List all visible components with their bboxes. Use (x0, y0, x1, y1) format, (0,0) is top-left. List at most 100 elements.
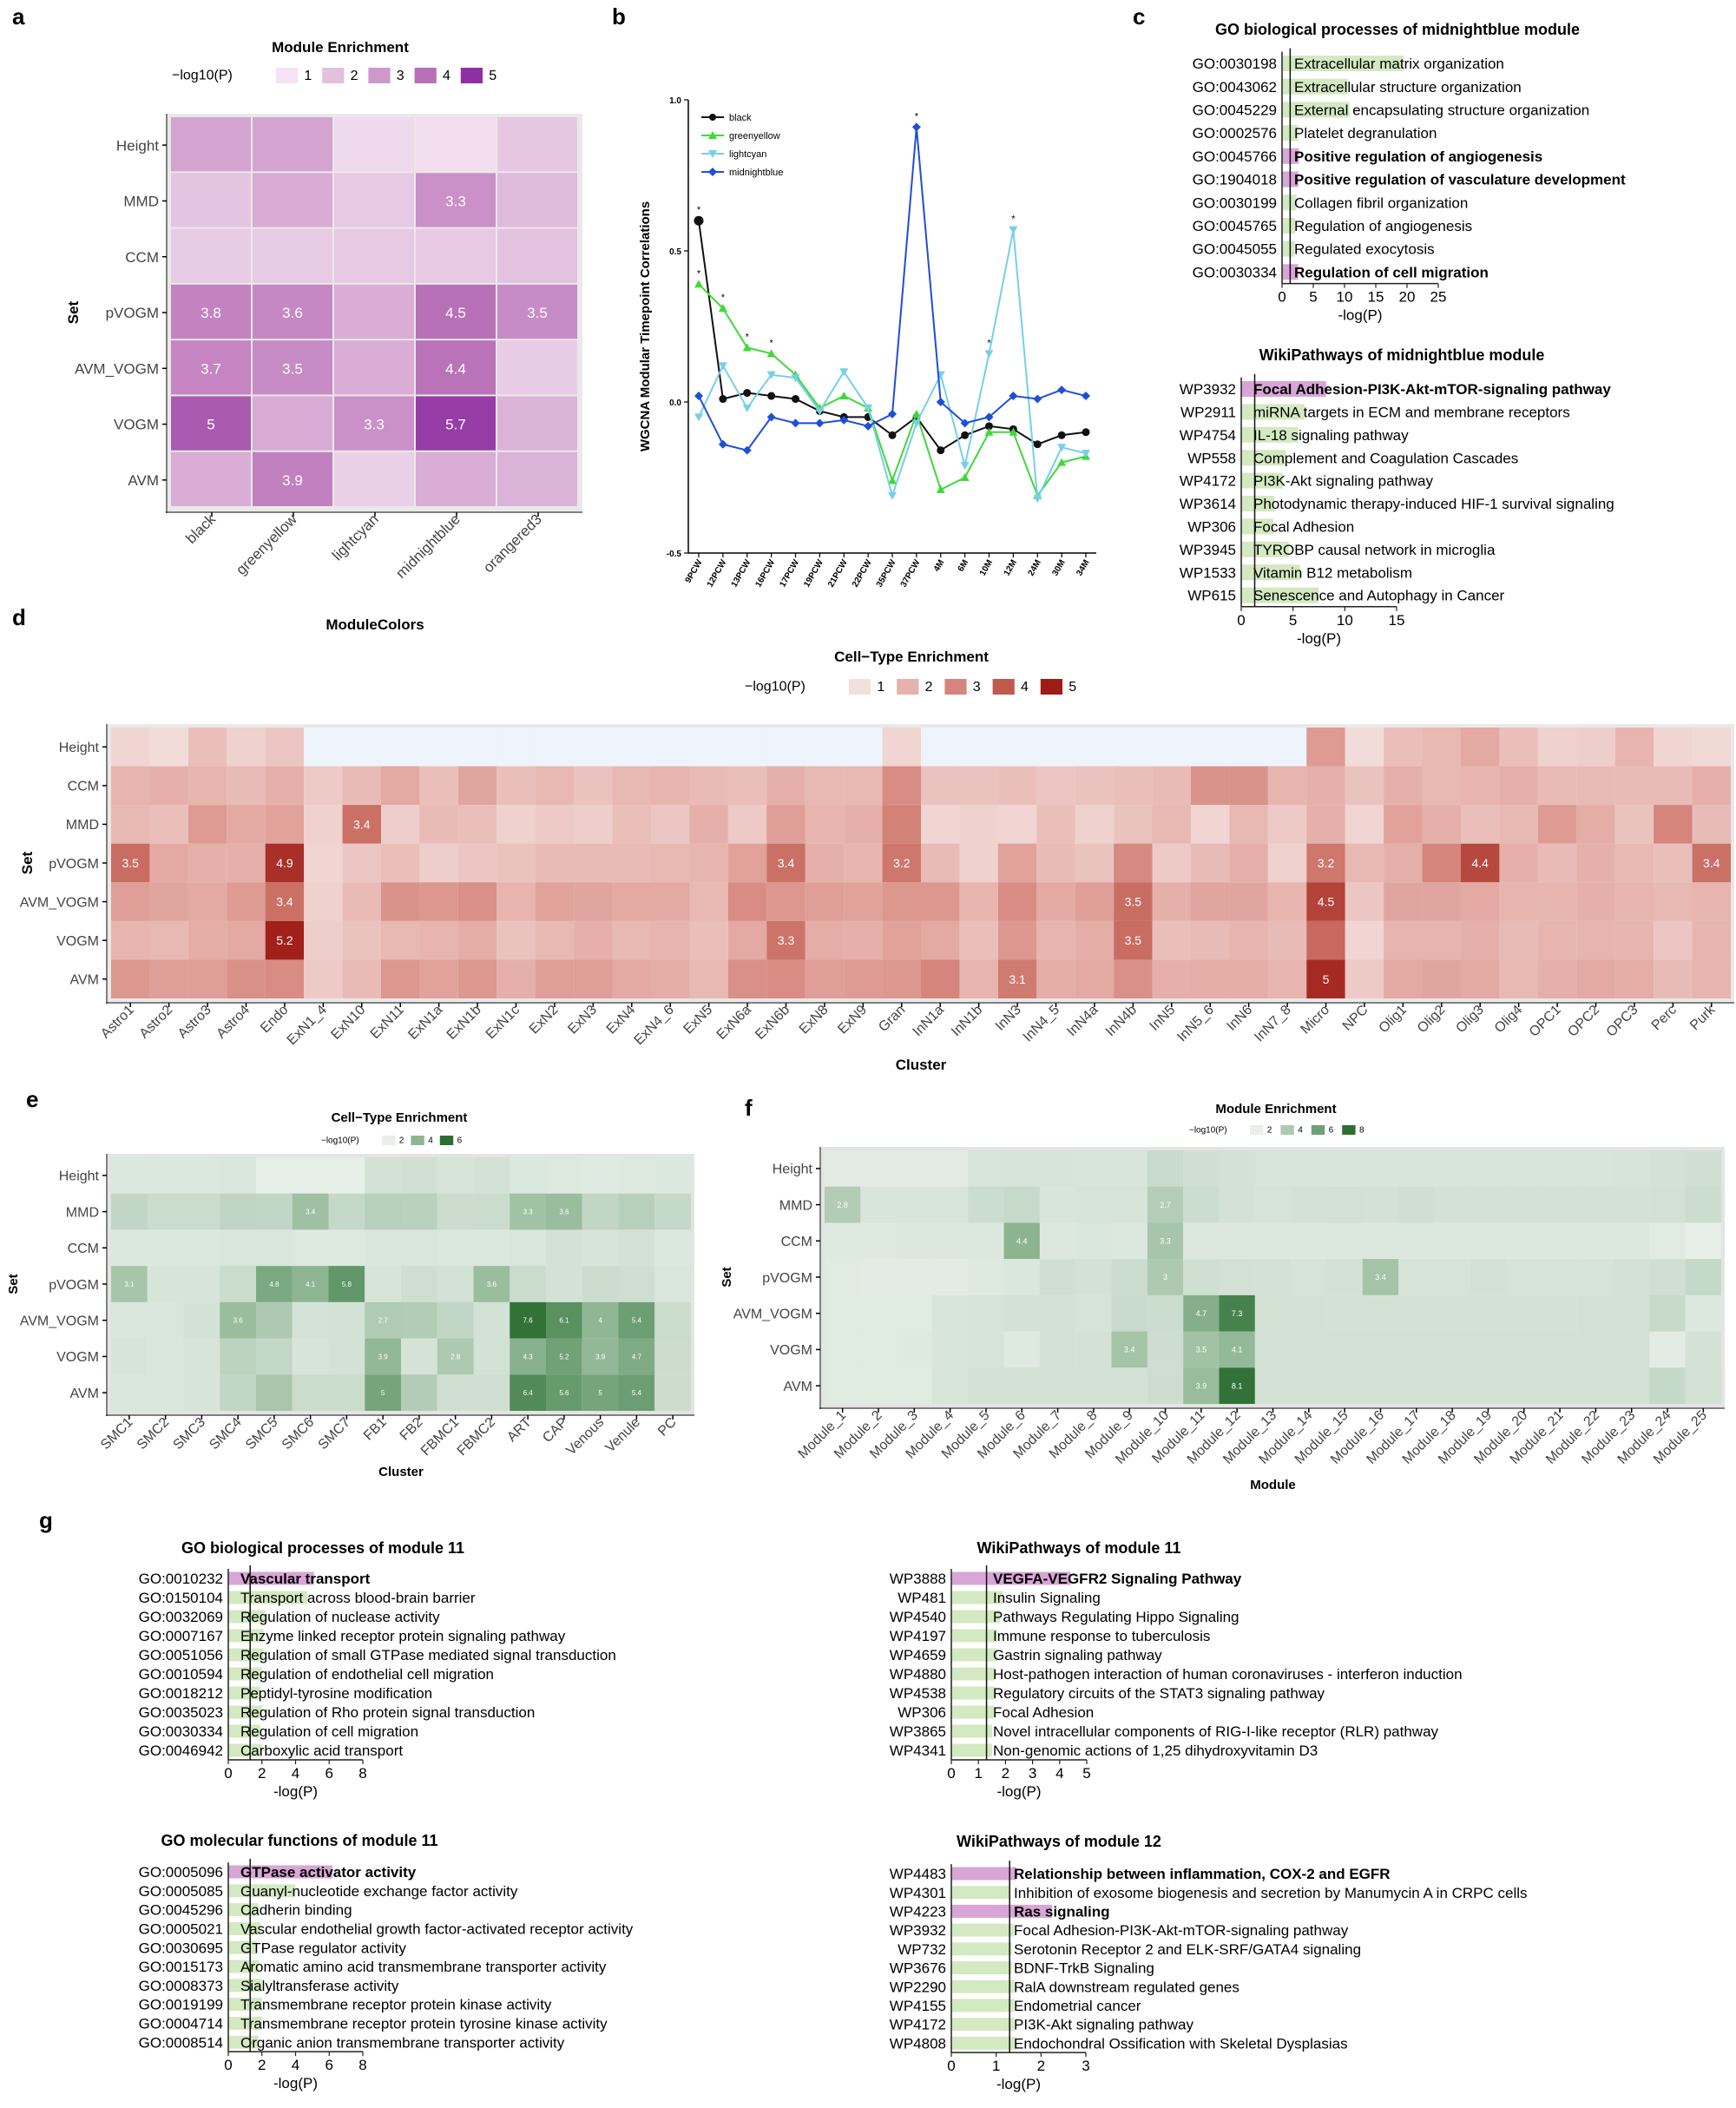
panel-letter-g: g (39, 1507, 53, 1533)
heatmap-d-cell (342, 920, 381, 960)
x-tick-label: InN5_6 (1174, 1003, 1217, 1045)
term-bar (228, 2016, 262, 2030)
term-id-label: WP2290 (890, 1979, 946, 1995)
heatmap-d-cell (1152, 805, 1191, 844)
heatmap-a-value-label: 3.9 (282, 472, 303, 489)
heatmap-d-cell (457, 882, 497, 921)
term-bar (951, 1667, 995, 1681)
heatmap-f-cell (1075, 1186, 1112, 1223)
heatmap-d-cell (342, 728, 381, 767)
x-tick-label: ExN10 (328, 1003, 368, 1043)
heatmap-d-cell (1229, 766, 1268, 806)
x-tick-label: ExN11 (368, 1003, 407, 1042)
heatmap-d-cell (1654, 882, 1693, 921)
x-tick-label: InN3 (993, 1003, 1024, 1034)
heatmap-e-cell (437, 1193, 474, 1230)
term-description-label: Platelet degranulation (1294, 125, 1437, 142)
heatmap-f-cell (1649, 1367, 1686, 1404)
heatmap-a-value-label: 5.7 (445, 417, 466, 433)
x-tick-label: 24M (1027, 558, 1043, 577)
term-id-label: GO:0150104 (139, 1590, 223, 1606)
heatmap-d-cell (1654, 920, 1693, 960)
heatmap-a-cell (253, 451, 332, 506)
heatmap-d-cell (1614, 843, 1654, 883)
heatmap-f-cell (1291, 1367, 1327, 1404)
heatmap-f-cell (1326, 1367, 1363, 1404)
heatmap-d-cell (1267, 805, 1307, 844)
y-tick-label: CCM (68, 1242, 99, 1256)
heatmap-d-cell (612, 728, 651, 767)
heatmap-f-cell (896, 1367, 932, 1404)
heatmap-f-cell (1291, 1186, 1327, 1223)
heatmap-f-cell (1614, 1150, 1650, 1187)
heatmap-e-cell (437, 1374, 474, 1411)
heatmap-d-cell (342, 882, 381, 921)
x-tick-label: 0 (947, 2058, 955, 2074)
heatmap-d-cell (1345, 728, 1384, 767)
panel-a-module-enrichment-heatmap: 3.3 3.8 3.6 4.5 3.5 3.7 3.5 4.4 5 3.3 5.7 3.9 Height… (65, 39, 582, 633)
heatmap-d-cell (1384, 920, 1423, 960)
term-id-label: WP3676 (890, 1960, 946, 1977)
term-id-label: GO:0010594 (139, 1666, 223, 1683)
term-bar (228, 2035, 259, 2049)
heatmap-e-value-label: 3.6 (233, 1317, 244, 1325)
heatmap-d-cell (727, 805, 767, 844)
heatmap-d-cell (265, 766, 305, 806)
legend-swatch (368, 68, 391, 83)
marker-midnightblue (864, 421, 873, 431)
significance-mark: * (746, 332, 750, 342)
heatmap-f-cell (1219, 1367, 1255, 1404)
heatmap-e-cell (292, 1193, 329, 1230)
heatmap-e-cell (147, 1338, 184, 1375)
heatmap-e-cell (510, 1229, 546, 1267)
marker-lightcyan (888, 491, 897, 500)
heatmap-f-cell (1649, 1331, 1686, 1368)
heatmap-d-cell (1075, 805, 1115, 844)
term-id-label: WP1533 (1180, 564, 1236, 581)
heatmap-f-cell (896, 1294, 932, 1332)
heatmap-d-cell (1422, 843, 1461, 883)
heatmap-f-cell (1183, 1331, 1220, 1368)
x-tick-label: ExN1_4 (285, 1003, 330, 1048)
panel-c-wikipathways-midnightblue: WikiPathways of midnightblue module WP393… (1180, 346, 1614, 647)
heatmap-d-cell (1345, 805, 1384, 844)
legend-swatch (411, 1136, 424, 1145)
heatmap-e-value-label: 5.2 (559, 1353, 569, 1360)
heatmap-d-value-label: 3.2 (1318, 856, 1335, 870)
heatmap-f-cell (825, 1259, 861, 1295)
heatmap-d-cell (1614, 920, 1654, 960)
y-tick-label: AVM (784, 1380, 812, 1394)
heatmap-e-cell (510, 1301, 546, 1339)
heatmap-f-cell (825, 1150, 861, 1187)
term-description-label: Regulation of endothelial cell migration (240, 1666, 494, 1683)
panel-g-go-bp-module11: GO biological processes of module 11 GO:0… (139, 1539, 616, 1800)
term-description-label: Endochondral Ossification with Skeletal … (1014, 2035, 1348, 2052)
heatmap-e-cell (365, 1229, 401, 1267)
marker-black (792, 395, 799, 404)
heatmap-f-cell (1219, 1222, 1255, 1260)
heatmap-e-cell (183, 1229, 220, 1267)
x-tick-label: 8 (358, 2057, 366, 2073)
heatmap-f-cell (1219, 1331, 1255, 1368)
marker-black (743, 389, 752, 398)
marker-black (1057, 431, 1066, 439)
x-tick-label: OPC2 (1565, 1003, 1602, 1040)
x-tick-label: PC (655, 1415, 680, 1439)
term-id-label: GO:0002576 (1193, 125, 1277, 142)
heatmap-a-cell (334, 396, 414, 451)
marker-greenyellow (1009, 427, 1018, 436)
heatmap-d-cell (496, 882, 536, 921)
heatmap-d-cell (1614, 766, 1654, 806)
heatmap-e-cell (220, 1338, 256, 1375)
x-tick-label: Astro3 (175, 1003, 214, 1042)
heatmap-d-cell (997, 920, 1037, 960)
heatmap-d-cell (921, 959, 960, 998)
marker-greenyellow (694, 280, 703, 288)
heatmap-f-cell (1254, 1367, 1292, 1404)
heatmap-d-cell (1191, 843, 1230, 883)
chart-title: WikiPathways of module 12 (957, 1833, 1161, 1850)
heatmap-e-cell (220, 1374, 256, 1411)
heatmap-d-cell (1384, 766, 1423, 806)
heatmap-a-cell (497, 284, 577, 339)
term-description-label: Aromatic amino acid transmembrane transp… (240, 1959, 607, 1975)
